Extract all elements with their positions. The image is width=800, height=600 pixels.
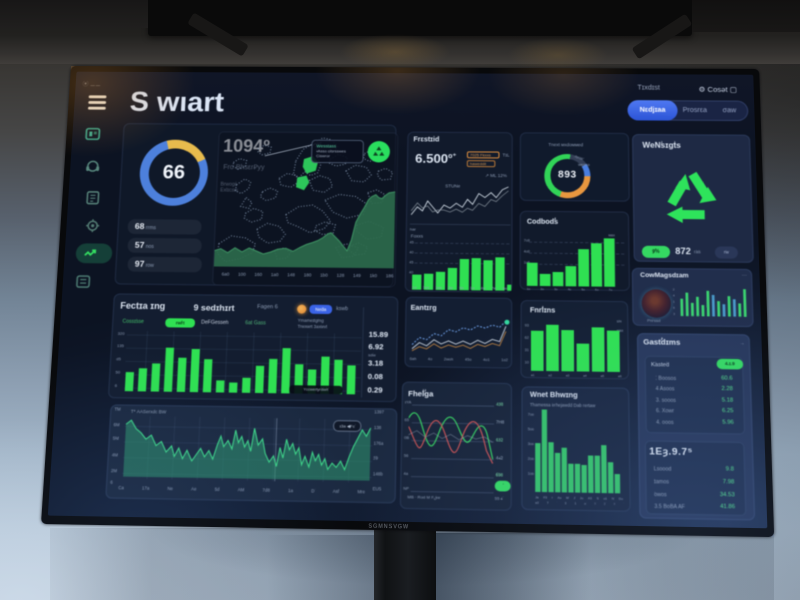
- svg-text:4: 4: [673, 293, 675, 297]
- svg-text:6: 6: [673, 306, 675, 310]
- svg-text:1: 1: [673, 299, 675, 303]
- svg-text:3: 3: [673, 312, 675, 316]
- svg-text:2: 2: [673, 287, 675, 291]
